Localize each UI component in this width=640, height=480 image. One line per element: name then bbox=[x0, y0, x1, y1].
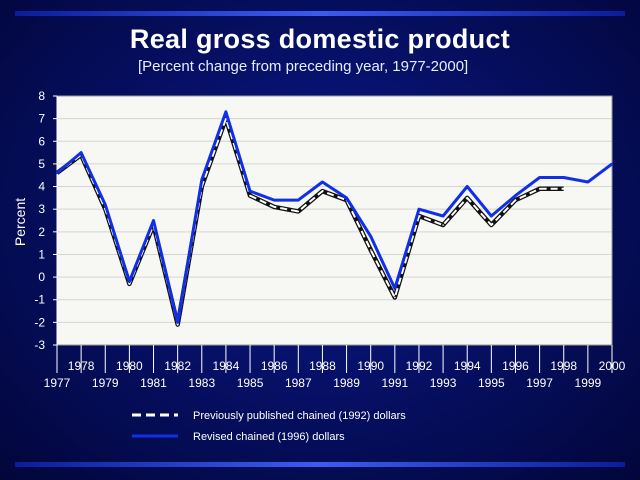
series-revised-point bbox=[55, 171, 59, 175]
x-tick-label: 1983 bbox=[188, 376, 215, 390]
x-tick-label: 1990 bbox=[357, 359, 384, 373]
top-accent-bar bbox=[15, 11, 625, 16]
series-previous-point bbox=[466, 197, 469, 199]
series-revised-point bbox=[538, 176, 541, 179]
series-revised-point bbox=[104, 203, 107, 206]
y-tick-label: -3 bbox=[34, 338, 45, 352]
series-revised-point bbox=[393, 287, 397, 290]
y-axis-label: Percent bbox=[12, 198, 28, 246]
series-revised-point bbox=[128, 280, 131, 283]
series-previous-point bbox=[514, 199, 517, 201]
x-tick-label: 1984 bbox=[213, 359, 240, 373]
series-previous-point bbox=[297, 210, 300, 213]
x-tick-label: 1993 bbox=[430, 376, 457, 390]
series-revised-point bbox=[321, 180, 324, 184]
y-tick-label: 6 bbox=[38, 134, 45, 148]
x-tick-label: 1992 bbox=[406, 359, 433, 373]
series-revised-point bbox=[610, 162, 614, 166]
y-tick-label: 3 bbox=[38, 202, 45, 216]
x-tick-label: 1987 bbox=[285, 376, 312, 390]
y-tick-label: 5 bbox=[38, 157, 45, 171]
series-revised-point bbox=[200, 178, 203, 181]
x-tick-label: 1980 bbox=[116, 359, 143, 373]
series-revised-point bbox=[514, 194, 517, 197]
plot-area-group: 8 7 6 5 4 3 2 1 0 -1 -2 -3 1978 1980 1982 1984 1986 1988 1… bbox=[34, 89, 625, 390]
series-revised-point bbox=[176, 321, 179, 324]
x-tick-label: 1991 bbox=[381, 376, 408, 390]
y-tick-label: 2 bbox=[38, 225, 45, 239]
series-revised-point bbox=[369, 235, 372, 238]
x-tick-label: 1979 bbox=[92, 376, 119, 390]
y-tick-label: 8 bbox=[38, 89, 45, 103]
series-revised-point bbox=[248, 189, 252, 193]
series-previous-point bbox=[321, 190, 324, 192]
series-revised-line bbox=[56, 110, 613, 324]
series-revised-point bbox=[224, 110, 228, 114]
x-tick-label: 2000 bbox=[599, 359, 626, 373]
series-previous-point bbox=[442, 224, 444, 226]
series-previous-point bbox=[490, 224, 493, 226]
y-tick-label: 1 bbox=[38, 247, 45, 261]
chart-title: Real gross domestic product bbox=[129, 24, 511, 54]
series-previous-point bbox=[128, 283, 131, 285]
series-revised-point bbox=[466, 185, 469, 188]
legend-label-revised: Revised chained (1996) dollars bbox=[193, 431, 345, 443]
series-revised-point bbox=[297, 198, 300, 202]
series-previous-point bbox=[538, 188, 541, 190]
x-tick-label: 1997 bbox=[526, 376, 553, 390]
x-tick-label: 1996 bbox=[502, 359, 529, 373]
series-previous-point bbox=[273, 206, 275, 208]
y-tick-label: -1 bbox=[34, 293, 45, 307]
x-tick-label: 1985 bbox=[237, 376, 264, 390]
x-tick-label: 1978 bbox=[68, 359, 95, 373]
series-previous-point bbox=[562, 188, 565, 190]
y-tick-label: 7 bbox=[38, 112, 45, 126]
legend-label-previous: Previously published chained (1992) doll… bbox=[193, 410, 406, 422]
y-tick-label: -2 bbox=[34, 315, 45, 329]
x-tick-label: 1988 bbox=[309, 359, 336, 373]
series-revised-point bbox=[441, 214, 445, 218]
x-tick-label: 1986 bbox=[261, 359, 288, 373]
x-tick-label: 1998 bbox=[550, 359, 577, 373]
bottom-accent-bar bbox=[15, 462, 625, 467]
series-revised-point bbox=[490, 214, 493, 218]
x-tick-label: 1995 bbox=[478, 376, 505, 390]
plot-background bbox=[57, 96, 612, 345]
x-tick-label: 1981 bbox=[140, 376, 167, 390]
y-tick-label: 0 bbox=[38, 270, 45, 284]
series-previous-point bbox=[394, 296, 396, 299]
x-tick-label: 1999 bbox=[575, 376, 602, 390]
x-tick-label: 1982 bbox=[164, 359, 191, 373]
x-tick-label: 1989 bbox=[333, 376, 360, 390]
series-previous-point bbox=[249, 194, 251, 197]
series-previous-point bbox=[176, 323, 179, 326]
chart-subtitle: [Percent change from preceding year, 197… bbox=[138, 58, 469, 75]
legend: Previously published chained (1992) doll… bbox=[132, 410, 406, 443]
series-revised-point bbox=[79, 151, 83, 154]
series-revised-point bbox=[152, 219, 155, 222]
series-revised-point bbox=[586, 180, 590, 184]
y-tick-label: 4 bbox=[38, 180, 45, 194]
series-revised-point bbox=[417, 207, 421, 211]
series-revised-point bbox=[562, 176, 565, 179]
x-tick-label: 1994 bbox=[454, 359, 481, 373]
series-revised-point bbox=[272, 198, 276, 202]
series-revised-point bbox=[345, 196, 348, 200]
x-tick-label: 1977 bbox=[44, 376, 71, 390]
series-previous-point bbox=[369, 249, 372, 251]
